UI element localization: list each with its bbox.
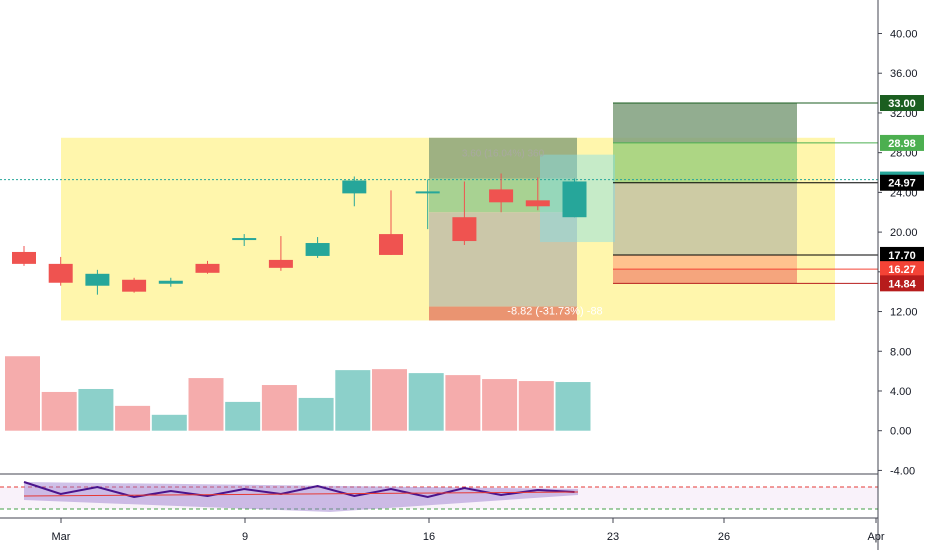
volume-bar[interactable] xyxy=(298,397,334,431)
indicator-cloud xyxy=(24,482,578,512)
price-badge[interactable] xyxy=(880,174,924,191)
price-tick-label: 4.00 xyxy=(890,386,911,398)
candle-body[interactable] xyxy=(379,234,403,255)
candle-body[interactable] xyxy=(232,238,257,241)
price-badge-label: 17.70 xyxy=(888,250,916,262)
volume-bar[interactable] xyxy=(41,391,77,431)
volume-bar[interactable] xyxy=(335,370,371,431)
price-badge-label: 28.98 xyxy=(888,138,916,150)
indicator-line xyxy=(23,481,575,499)
volume-bar[interactable] xyxy=(408,373,444,431)
candle-body[interactable] xyxy=(415,191,440,194)
measure-box-bottom xyxy=(429,306,577,321)
volume-bar[interactable] xyxy=(482,379,518,431)
position-stop xyxy=(613,254,797,270)
time-tick-label: 9 xyxy=(242,531,248,543)
volume-bar[interactable] xyxy=(151,414,187,431)
candle-body[interactable] xyxy=(268,259,293,268)
candle-body[interactable] xyxy=(48,263,73,283)
candle-body[interactable] xyxy=(12,251,36,264)
price-badge[interactable] xyxy=(880,95,924,112)
price-tick-label: 36.00 xyxy=(890,68,918,80)
price-badge[interactable] xyxy=(880,261,924,278)
time-tick-label: Mar xyxy=(52,531,71,543)
candle-body[interactable] xyxy=(489,189,514,203)
volume-bar[interactable] xyxy=(115,405,151,431)
price-tick-label: 8.00 xyxy=(890,346,911,358)
volume-bar[interactable] xyxy=(188,378,224,431)
candle-body[interactable] xyxy=(305,243,330,256)
candle-body[interactable] xyxy=(85,273,110,286)
time-tick-label: Apr xyxy=(867,531,884,543)
position-target-dark xyxy=(613,103,797,143)
position-stop-dark xyxy=(613,269,797,284)
candle-body[interactable] xyxy=(158,280,183,284)
candle-body[interactable] xyxy=(562,181,587,218)
price-badge[interactable] xyxy=(880,246,924,263)
measure-bottom-label: -8.82 (-31.73%) -88 xyxy=(507,306,602,318)
price-badge-label: 16.27 xyxy=(888,264,916,276)
volume-bar[interactable] xyxy=(225,401,261,431)
position-target xyxy=(613,142,797,183)
candle-body[interactable] xyxy=(342,180,367,194)
volume-bar[interactable] xyxy=(5,356,40,431)
price-badge-label: 24.97 xyxy=(888,178,916,190)
volume-bar[interactable] xyxy=(261,385,297,431)
volume-bar[interactable] xyxy=(78,388,114,431)
time-tick-label: 23 xyxy=(607,531,619,543)
price-tick-label: 0.00 xyxy=(890,426,911,438)
indicator-signal-line xyxy=(23,491,579,497)
volume-bar[interactable] xyxy=(555,382,591,431)
position-middle xyxy=(613,182,797,255)
price-badge[interactable] xyxy=(880,275,924,292)
time-tick-label: 26 xyxy=(718,531,730,543)
price-tick-label: 40.00 xyxy=(890,29,918,41)
candle-body[interactable] xyxy=(452,217,477,242)
price-badge-label: 33.00 xyxy=(888,98,916,110)
candle-body[interactable] xyxy=(525,200,550,207)
measure-top-label: 3.60 (16.04%) 360 xyxy=(462,149,545,160)
price-tick-label: 12.00 xyxy=(890,307,918,319)
candle-body[interactable] xyxy=(195,263,220,273)
price-badge-label: 14.84 xyxy=(888,278,916,290)
volume-bar[interactable] xyxy=(445,375,481,431)
price-badge[interactable] xyxy=(880,134,924,151)
candle-body[interactable] xyxy=(122,279,147,292)
price-tick-label: -4.00 xyxy=(890,465,915,477)
price-tick-label: 20.00 xyxy=(890,227,918,239)
volume-bar[interactable] xyxy=(518,381,554,431)
time-tick-label: 16 xyxy=(423,531,435,543)
measure-box-top-dark xyxy=(429,137,577,179)
volume-bar[interactable] xyxy=(372,369,407,431)
indicator-band xyxy=(0,487,878,509)
